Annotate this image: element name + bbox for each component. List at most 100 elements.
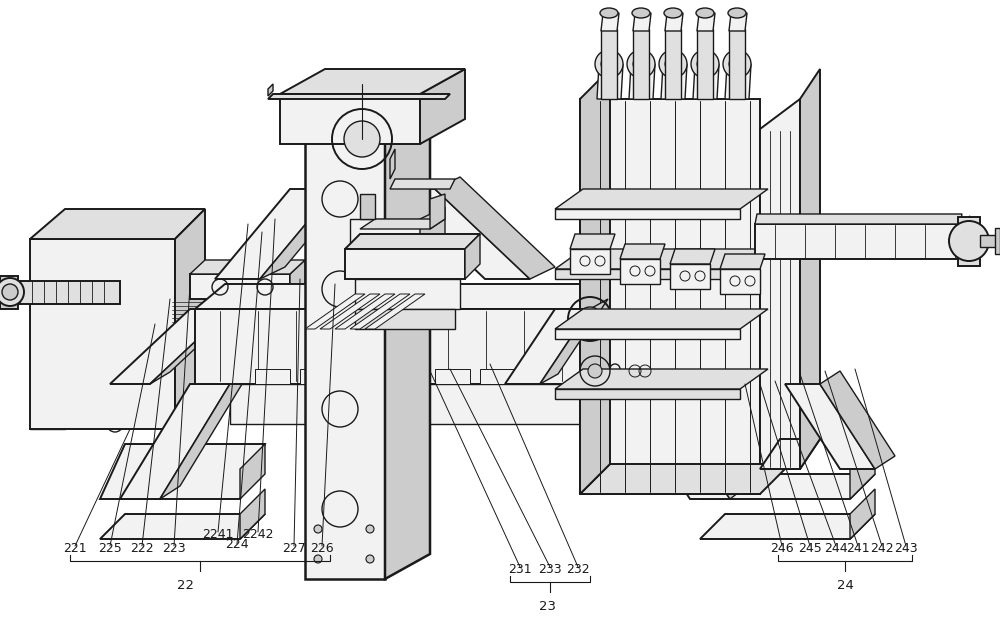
Polygon shape bbox=[601, 13, 619, 31]
Ellipse shape bbox=[696, 8, 714, 18]
Polygon shape bbox=[355, 285, 370, 329]
Polygon shape bbox=[195, 284, 650, 309]
Circle shape bbox=[665, 56, 681, 72]
Polygon shape bbox=[0, 276, 18, 309]
Polygon shape bbox=[465, 234, 480, 279]
Polygon shape bbox=[390, 179, 455, 189]
Polygon shape bbox=[760, 99, 800, 469]
Polygon shape bbox=[697, 13, 715, 31]
Text: 224: 224 bbox=[225, 538, 249, 551]
Text: 245: 245 bbox=[798, 542, 822, 555]
Polygon shape bbox=[190, 274, 290, 299]
Text: 221: 221 bbox=[63, 542, 87, 555]
Circle shape bbox=[691, 50, 719, 78]
Polygon shape bbox=[420, 69, 465, 144]
Circle shape bbox=[314, 525, 322, 533]
Polygon shape bbox=[570, 234, 615, 249]
Circle shape bbox=[729, 56, 745, 72]
Polygon shape bbox=[700, 514, 875, 539]
Polygon shape bbox=[290, 260, 305, 299]
Polygon shape bbox=[170, 299, 355, 329]
Polygon shape bbox=[655, 371, 747, 499]
Text: 223: 223 bbox=[162, 542, 186, 555]
Polygon shape bbox=[580, 69, 610, 494]
Polygon shape bbox=[620, 284, 650, 384]
Polygon shape bbox=[555, 209, 740, 219]
Text: 243: 243 bbox=[894, 542, 918, 555]
Polygon shape bbox=[160, 371, 250, 499]
Polygon shape bbox=[430, 194, 445, 229]
Polygon shape bbox=[785, 384, 875, 469]
Ellipse shape bbox=[728, 8, 746, 18]
Ellipse shape bbox=[600, 8, 618, 18]
Polygon shape bbox=[255, 369, 290, 384]
Polygon shape bbox=[597, 64, 623, 99]
Circle shape bbox=[595, 50, 623, 78]
Polygon shape bbox=[100, 444, 265, 499]
Polygon shape bbox=[540, 299, 608, 384]
Polygon shape bbox=[215, 189, 335, 279]
Polygon shape bbox=[555, 329, 740, 339]
Polygon shape bbox=[360, 219, 445, 229]
Polygon shape bbox=[305, 294, 365, 329]
Polygon shape bbox=[120, 384, 230, 499]
Text: 24: 24 bbox=[837, 579, 853, 592]
Polygon shape bbox=[620, 259, 660, 284]
Polygon shape bbox=[335, 294, 395, 329]
Text: 226: 226 bbox=[310, 542, 334, 555]
Polygon shape bbox=[693, 64, 719, 99]
Circle shape bbox=[578, 307, 602, 331]
Polygon shape bbox=[729, 29, 745, 99]
Polygon shape bbox=[305, 84, 430, 109]
Polygon shape bbox=[110, 309, 230, 384]
Circle shape bbox=[633, 56, 649, 72]
Polygon shape bbox=[215, 279, 360, 289]
Circle shape bbox=[949, 221, 989, 261]
Polygon shape bbox=[280, 94, 420, 144]
Polygon shape bbox=[725, 64, 751, 99]
Polygon shape bbox=[360, 194, 375, 219]
Polygon shape bbox=[435, 369, 470, 384]
Circle shape bbox=[723, 50, 751, 78]
Polygon shape bbox=[620, 244, 665, 259]
Text: 227: 227 bbox=[282, 542, 306, 555]
Polygon shape bbox=[230, 384, 580, 424]
Circle shape bbox=[697, 56, 713, 72]
Text: 222: 222 bbox=[130, 542, 154, 555]
Polygon shape bbox=[240, 489, 265, 539]
Polygon shape bbox=[230, 279, 320, 299]
Polygon shape bbox=[755, 214, 962, 224]
Polygon shape bbox=[820, 371, 895, 469]
Polygon shape bbox=[601, 29, 617, 99]
Ellipse shape bbox=[664, 8, 682, 18]
Polygon shape bbox=[305, 109, 385, 579]
Text: 23: 23 bbox=[540, 601, 556, 613]
Polygon shape bbox=[700, 474, 875, 499]
Circle shape bbox=[588, 364, 602, 378]
Polygon shape bbox=[670, 249, 715, 264]
Polygon shape bbox=[760, 439, 820, 469]
Polygon shape bbox=[190, 260, 305, 274]
Polygon shape bbox=[390, 189, 530, 279]
Polygon shape bbox=[215, 265, 375, 279]
Polygon shape bbox=[260, 177, 360, 279]
Polygon shape bbox=[580, 464, 790, 494]
Polygon shape bbox=[615, 384, 730, 499]
Polygon shape bbox=[195, 309, 620, 384]
Polygon shape bbox=[960, 216, 970, 259]
Text: 225: 225 bbox=[98, 542, 122, 555]
Polygon shape bbox=[633, 29, 649, 99]
Polygon shape bbox=[580, 359, 610, 424]
Polygon shape bbox=[170, 285, 370, 299]
Polygon shape bbox=[697, 29, 713, 99]
Polygon shape bbox=[320, 294, 380, 329]
Circle shape bbox=[659, 50, 687, 78]
Polygon shape bbox=[555, 269, 740, 279]
Polygon shape bbox=[350, 294, 410, 329]
Polygon shape bbox=[230, 359, 610, 384]
Polygon shape bbox=[720, 254, 765, 269]
Polygon shape bbox=[30, 209, 205, 239]
Polygon shape bbox=[390, 369, 425, 384]
Polygon shape bbox=[555, 189, 768, 209]
Circle shape bbox=[344, 121, 380, 157]
